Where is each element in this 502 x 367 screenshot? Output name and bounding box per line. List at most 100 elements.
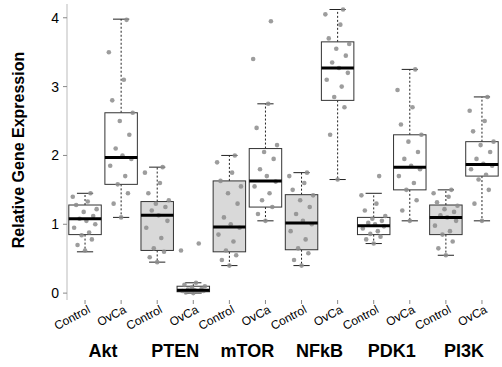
data-point (328, 132, 333, 137)
data-point (399, 122, 404, 127)
x-tick (157, 300, 158, 304)
data-point (194, 280, 199, 285)
data-point (165, 219, 170, 224)
upper-whisker (373, 193, 374, 217)
data-point (79, 233, 84, 238)
category-label: Control (52, 302, 93, 333)
data-point (230, 170, 235, 175)
category-label: OvCa (95, 302, 129, 329)
data-point (263, 219, 268, 224)
data-point (410, 105, 415, 110)
data-point (75, 243, 80, 248)
data-point (159, 236, 164, 241)
data-point (341, 7, 346, 12)
upper-whisker (85, 193, 86, 205)
chart: 01234Relative Gene ExpressionControlOvCa… (0, 0, 502, 367)
group-label: Akt (89, 341, 118, 361)
upper-whisker (157, 167, 158, 201)
data-point (472, 201, 477, 206)
category-label: Control (268, 302, 309, 333)
data-point (203, 284, 208, 289)
data-point (446, 194, 451, 199)
data-point (330, 60, 335, 65)
data-point (491, 139, 496, 144)
data-point (474, 157, 479, 162)
y-tick (63, 293, 67, 294)
data-point (323, 12, 328, 17)
data-point (115, 182, 120, 187)
median (213, 226, 245, 229)
data-point (298, 198, 303, 203)
data-point (179, 248, 184, 253)
data-point (407, 219, 412, 224)
data-point (220, 258, 225, 263)
data-point (413, 67, 418, 72)
data-point (90, 237, 95, 242)
upper-whisker (121, 19, 122, 113)
category-label: Control (196, 302, 237, 333)
group-label: PI3K (444, 341, 484, 361)
data-point (467, 108, 472, 113)
median (394, 166, 426, 169)
x-tick (301, 300, 302, 304)
data-point (239, 184, 244, 189)
group-label: mTOR (221, 341, 275, 361)
data-point (480, 219, 485, 224)
data-point (488, 150, 493, 155)
data-point (85, 199, 90, 204)
median (321, 67, 353, 70)
median (141, 214, 173, 217)
data-point (162, 250, 167, 255)
data-point (378, 234, 383, 239)
category-label: Control (413, 302, 454, 333)
data-point (486, 188, 491, 193)
data-point (383, 214, 388, 219)
data-point (126, 191, 131, 196)
group-label: PTEN (151, 341, 199, 361)
data-point (216, 232, 221, 237)
data-point (303, 237, 308, 242)
box (321, 42, 353, 101)
data-point (469, 167, 474, 172)
data-point (163, 205, 168, 210)
data-point (442, 207, 447, 212)
data-point (342, 105, 347, 110)
box (141, 202, 173, 251)
data-point (436, 246, 441, 251)
data-point (306, 251, 311, 256)
data-point (151, 246, 156, 251)
data-point (234, 253, 239, 258)
data-point (326, 36, 331, 41)
data-point (374, 201, 379, 206)
data-point (435, 200, 440, 205)
data-point (88, 191, 93, 196)
data-point (482, 119, 487, 124)
data-point (160, 165, 165, 170)
x-tick (121, 300, 122, 304)
data-point (113, 146, 118, 151)
x-tick (409, 300, 410, 304)
data-point (290, 188, 295, 193)
group-label: PDK1 (368, 341, 416, 361)
median (69, 217, 101, 220)
lower-whisker (445, 235, 446, 256)
median (430, 216, 462, 219)
data-point (218, 179, 223, 184)
box (69, 205, 101, 235)
data-point (254, 126, 259, 131)
data-point (324, 77, 329, 82)
data-point (449, 188, 454, 193)
data-point (271, 157, 276, 162)
plot-marks (69, 7, 498, 295)
data-point (265, 174, 270, 179)
data-point (397, 174, 402, 179)
median (249, 179, 281, 182)
data-point (258, 167, 263, 172)
data-point (235, 201, 240, 206)
data-point (454, 219, 459, 224)
category-label: OvCa (311, 302, 345, 329)
box (357, 217, 389, 234)
data-point (402, 157, 407, 162)
data-point (288, 229, 293, 234)
data-point (377, 174, 382, 179)
